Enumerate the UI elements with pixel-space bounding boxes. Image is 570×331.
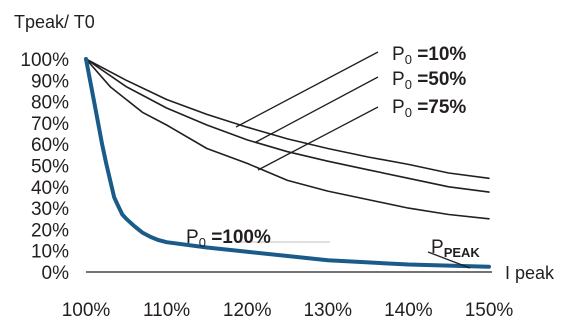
- y-tick-label: 70%: [31, 114, 69, 135]
- label-p50: P0 =50%: [392, 69, 466, 92]
- x-tick-label: 130%: [303, 300, 352, 321]
- y-tick-labels: 0%10%20%30%40%50%60%70%80%90%100%: [20, 50, 69, 284]
- label-ppeak: PPEAK: [431, 237, 480, 260]
- leader-ppeak: [427, 251, 471, 269]
- y-tick-label: 90%: [31, 71, 69, 92]
- y-tick-label: 10%: [31, 242, 69, 263]
- series-line-p0-50: [85, 58, 490, 193]
- x-axis-title: I peak: [505, 263, 555, 283]
- series-layer: [84, 57, 491, 269]
- series-line-p0-75: [85, 58, 490, 220]
- y-tick-label: 100%: [20, 50, 69, 71]
- label-p10: P0 =10%: [392, 44, 466, 67]
- y-tick-label: 20%: [31, 220, 69, 241]
- y-tick-label: 40%: [31, 178, 69, 199]
- x-tick-label: 110%: [143, 300, 190, 321]
- leader-p75: [257, 106, 379, 171]
- x-tick-label: 140%: [384, 300, 433, 321]
- label-p100: P0 =100%: [186, 227, 271, 250]
- y-tick-label: 0%: [42, 263, 70, 284]
- y-axis-title: Tpeak/ T0: [14, 12, 95, 32]
- series-line-p0-10: [85, 58, 490, 180]
- y-tick-label: 80%: [31, 93, 69, 114]
- y-tick-label: 50%: [31, 157, 69, 178]
- y-tick-label: 60%: [31, 135, 69, 156]
- label-p75: P0 =75%: [392, 97, 466, 120]
- x-tick-label: 100%: [62, 300, 111, 321]
- series-line-p0-100: [84, 57, 491, 269]
- leader-p10: [235, 51, 379, 128]
- x-tick-label: 150%: [465, 300, 514, 321]
- x-tick-label: 120%: [223, 300, 272, 321]
- y-tick-label: 30%: [31, 199, 69, 220]
- leader-p50: [255, 76, 379, 143]
- x-tick-labels: 100% 110% 120% 130% 140% 150%: [62, 300, 514, 321]
